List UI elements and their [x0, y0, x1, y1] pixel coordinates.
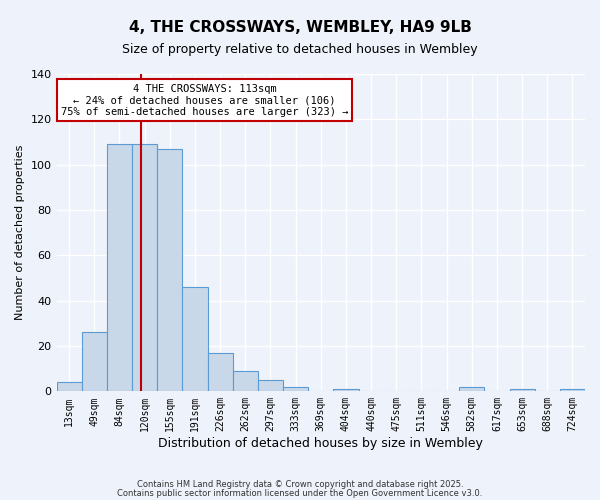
Y-axis label: Number of detached properties: Number of detached properties — [15, 145, 25, 320]
Text: Contains HM Land Registry data © Crown copyright and database right 2025.: Contains HM Land Registry data © Crown c… — [137, 480, 463, 489]
Bar — [182, 287, 208, 392]
Text: 4, THE CROSSWAYS, WEMBLEY, HA9 9LB: 4, THE CROSSWAYS, WEMBLEY, HA9 9LB — [128, 20, 472, 35]
Bar — [258, 380, 283, 392]
Bar — [132, 144, 157, 392]
Bar — [560, 389, 585, 392]
Bar — [56, 382, 82, 392]
Bar — [82, 332, 107, 392]
Bar — [509, 389, 535, 392]
Text: Size of property relative to detached houses in Wembley: Size of property relative to detached ho… — [122, 42, 478, 56]
Bar — [233, 371, 258, 392]
Bar — [334, 389, 359, 392]
Bar — [107, 144, 132, 392]
Text: 4 THE CROSSWAYS: 113sqm
← 24% of detached houses are smaller (106)
75% of semi-d: 4 THE CROSSWAYS: 113sqm ← 24% of detache… — [61, 84, 348, 116]
Bar — [208, 353, 233, 392]
X-axis label: Distribution of detached houses by size in Wembley: Distribution of detached houses by size … — [158, 437, 483, 450]
Bar — [459, 387, 484, 392]
Bar — [283, 387, 308, 392]
Text: Contains public sector information licensed under the Open Government Licence v3: Contains public sector information licen… — [118, 489, 482, 498]
Bar — [157, 149, 182, 392]
